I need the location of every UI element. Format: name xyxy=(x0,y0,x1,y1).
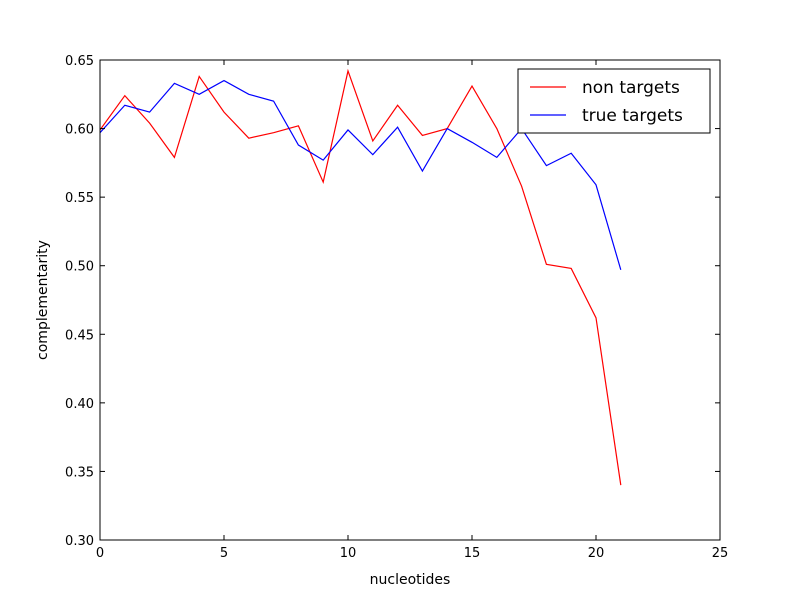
y-tick-label: 0.60 xyxy=(65,123,94,138)
x-tick-label: 10 xyxy=(340,546,357,561)
y-tick-label: 0.40 xyxy=(65,397,94,412)
y-tick-label: 0.55 xyxy=(65,191,94,206)
legend-label-true-targets: true targets xyxy=(582,106,683,126)
y-tick-label: 0.30 xyxy=(65,534,94,549)
x-tick-label: 5 xyxy=(220,546,228,561)
legend-box xyxy=(517,68,711,134)
y-axis-label: complementarity xyxy=(35,240,51,360)
series-line-true-targets xyxy=(99,79,622,270)
series-layer xyxy=(99,68,622,486)
plot-frame xyxy=(99,59,721,541)
x-axis-label: nucleotides xyxy=(370,572,451,588)
y-tick-label: 0.45 xyxy=(65,328,94,343)
legend: non targets true targets xyxy=(517,68,711,134)
legend-label-non-targets: non targets xyxy=(582,78,680,98)
series-line-non-targets xyxy=(99,68,622,486)
tick-labels-layer: 0 5 10 15 20 25 0.30 0.35 0.40 0.45 0.50 0.55 0.60 0.… xyxy=(65,54,728,561)
y-tick-label: 0.35 xyxy=(65,465,94,480)
y-tick-label: 0.50 xyxy=(65,260,94,275)
y-tick-label: 0.65 xyxy=(65,54,94,69)
x-tick-label: 0 xyxy=(96,546,104,561)
ticks-layer xyxy=(99,59,721,541)
x-tick-label: 25 xyxy=(712,546,729,561)
x-tick-label: 15 xyxy=(464,546,481,561)
x-tick-label: 20 xyxy=(588,546,605,561)
